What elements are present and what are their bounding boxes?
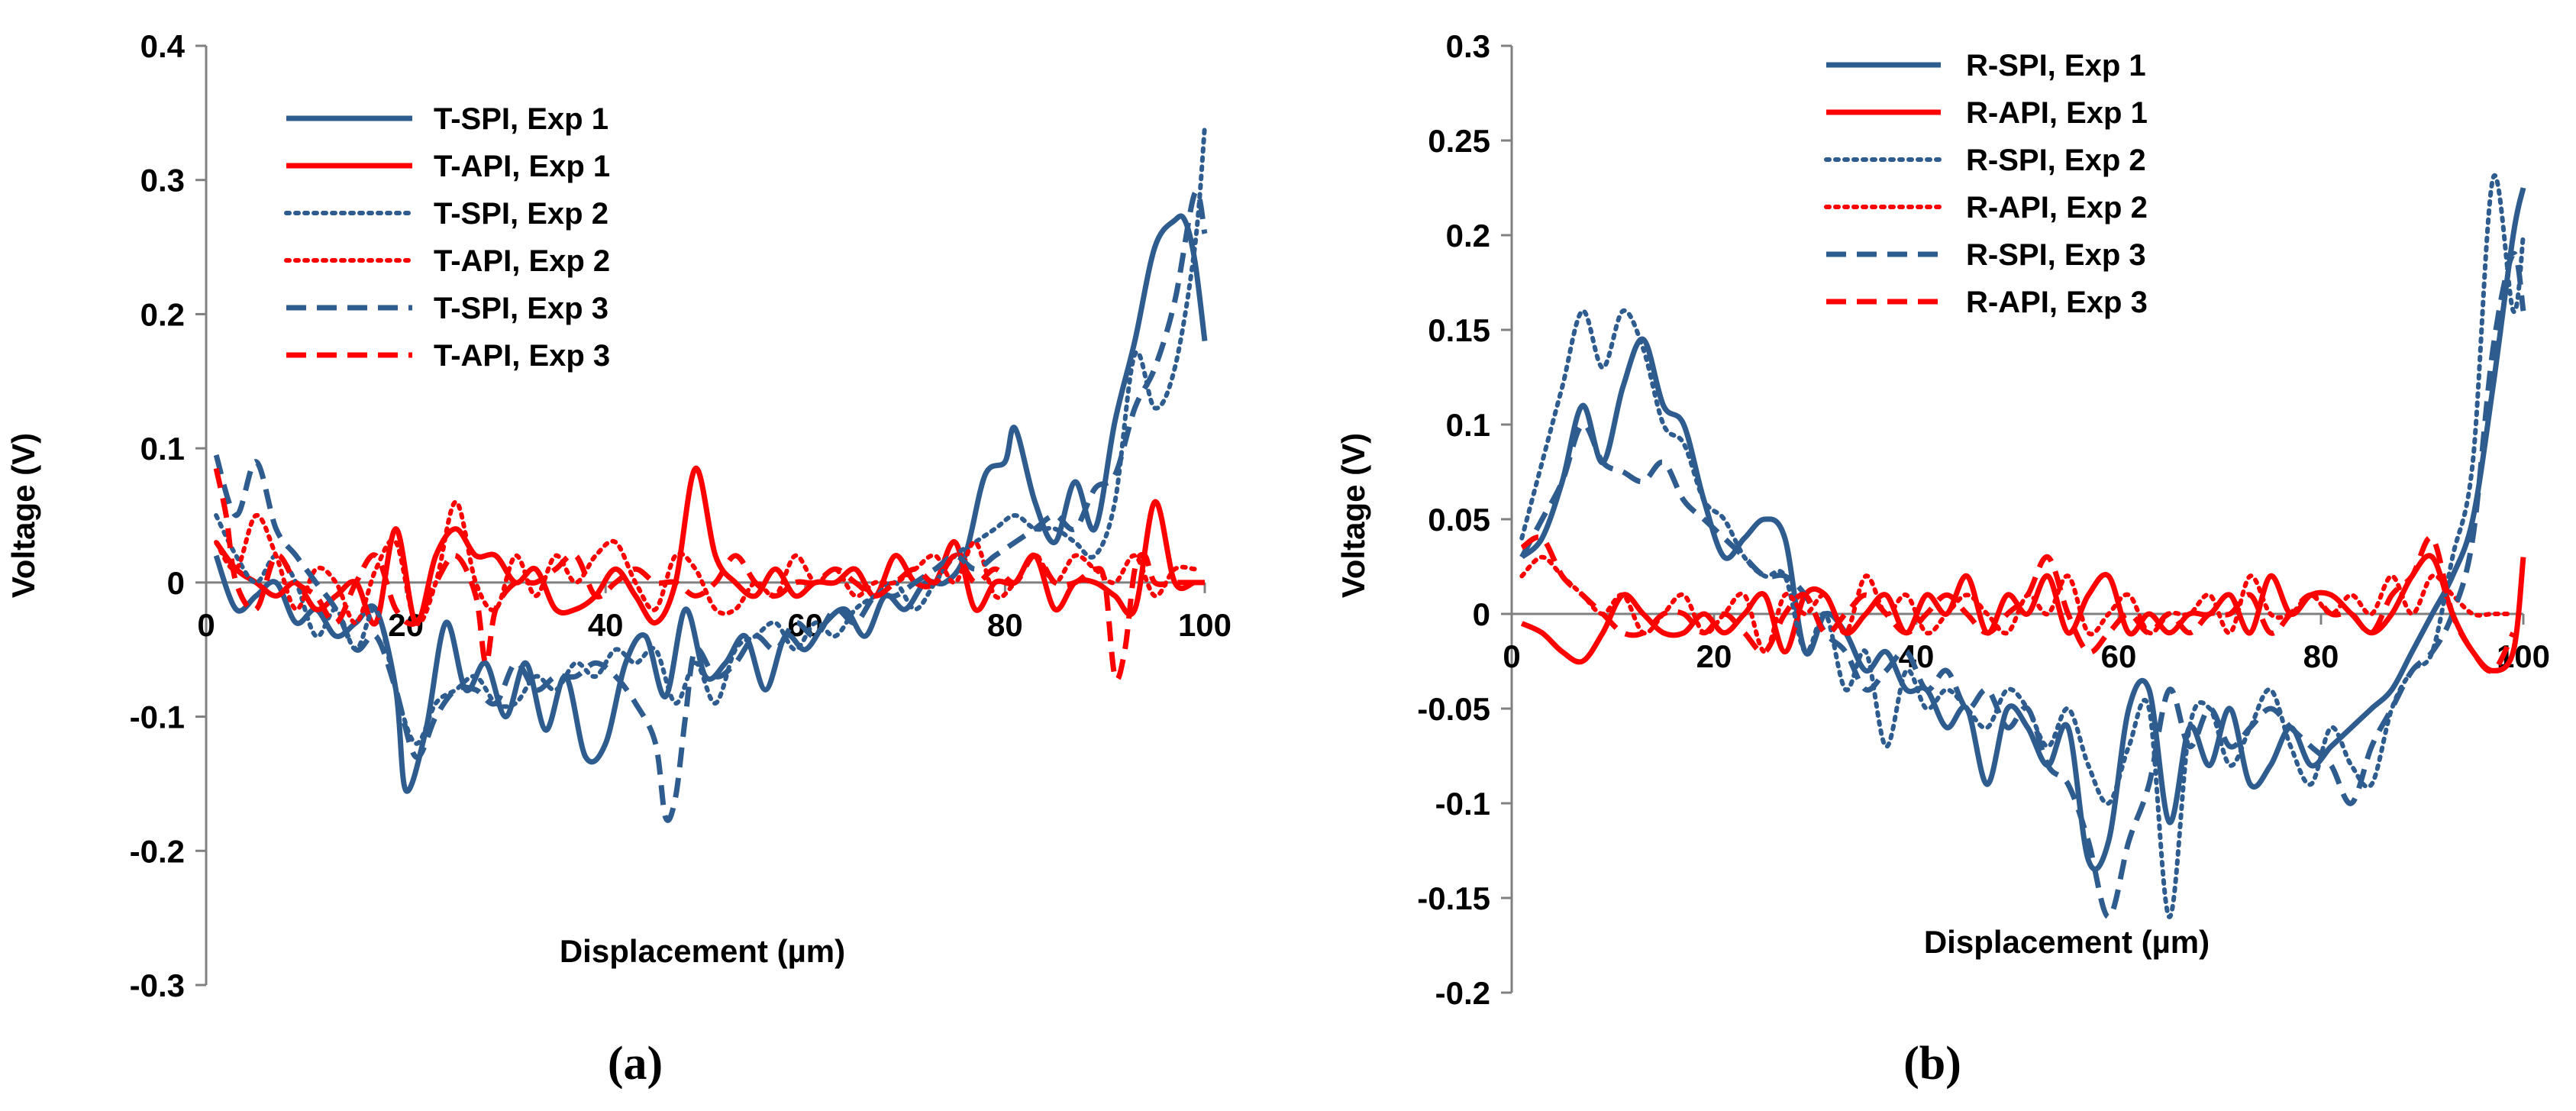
chart-a-y-tick-label: 0.4 xyxy=(140,28,186,64)
chart-b-series-r-spi-exp-3 xyxy=(1519,251,2526,920)
chart-a-y-tick-label: 0 xyxy=(167,565,185,601)
chart-b-caption: (b) xyxy=(1903,1038,1961,1090)
chart-a-legend-label: T-SPI, Exp 2 xyxy=(434,197,608,231)
chart-a-x-axis-title: Displacement (µm) xyxy=(560,933,845,969)
chart-a-caption: (a) xyxy=(607,1038,663,1090)
chart-a-x-tick-label: 100 xyxy=(1178,607,1232,643)
chart-b-y-tick-label: 0.15 xyxy=(1428,312,1490,348)
chart-a-y-tick-label: 0.2 xyxy=(140,296,185,332)
chart-b-y-axis-title: Voltage (V) xyxy=(1335,433,1371,598)
chart-b-x-tick-label: 20 xyxy=(1696,638,1732,674)
chart-b-y-tick-label: -0.1 xyxy=(1435,786,1490,822)
chart-b-x-tick-label: 60 xyxy=(2101,638,2137,674)
chart-a-y-tick-label: -0.1 xyxy=(130,699,185,735)
chart-a-legend-label: T-SPI, Exp 3 xyxy=(434,292,608,325)
chart-b-y-tick-label: -0.2 xyxy=(1435,975,1490,1011)
chart-b-y-tick-label: 0.05 xyxy=(1428,502,1490,538)
chart-b-y-tick-label: 0.1 xyxy=(1446,407,1490,443)
chart-a-y-tick-label: 0.1 xyxy=(140,431,185,467)
chart-b-y-tick-label: 0.2 xyxy=(1446,218,1490,254)
chart-b-series-r-api-exp-2 xyxy=(1519,554,2516,654)
chart-a-x-tick-label: 40 xyxy=(588,607,624,643)
chart-b-series-r-api-exp-3 xyxy=(1520,534,2516,674)
chart-panel-b: -0.2 -0.15 -0.1 -0.05 0 0.05 0.1 0.15 0.2 0.25 0.3… xyxy=(1288,0,2576,1111)
chart-a-x-tick-label: 80 xyxy=(987,607,1023,643)
chart-a-y-tick-label: -0.3 xyxy=(130,967,185,1003)
chart-b-legend-label: R-API, Exp 2 xyxy=(1966,191,2148,224)
chart-a-legend-label: T-API, Exp 2 xyxy=(434,244,610,278)
chart-b-y-tick-label: -0.15 xyxy=(1417,880,1490,916)
chart-b-legend-label: R-SPI, Exp 1 xyxy=(1966,49,2146,82)
chart-b-legend-label: R-API, Exp 1 xyxy=(1966,96,2148,130)
chart-a-series-t-spi-exp-3 xyxy=(213,189,1208,823)
chart-a-y-tick-label: 0.3 xyxy=(140,163,185,199)
chart-b-series-r-api-exp-1 xyxy=(1520,553,2526,673)
chart-b-series-r-spi-exp-2 xyxy=(1519,173,2526,919)
chart-a-legend-label: T-API, Exp 1 xyxy=(434,150,610,183)
chart-b-y-tick-label: 0.25 xyxy=(1428,123,1490,159)
chart-a-series-t-api-exp-3 xyxy=(213,467,1195,683)
chart-a-svg: -0.3-0.2-0.100.10.20.30.40 20 40 60 80 100T-S… xyxy=(5,28,1232,1003)
chart-b-x-axis-title: Displacement (µm) xyxy=(1924,924,2210,960)
chart-b-legend-label: R-SPI, Exp 3 xyxy=(1966,238,2146,272)
chart-panel-a: -0.3 -0.2 -0.1 0 0.1 0.2 0.3 0.4 0 20 40 60 80 100 T-S… xyxy=(5,28,1232,1090)
chart-a-y-tick-label: -0.2 xyxy=(130,833,185,869)
chart-a-series-t-spi-exp-1 xyxy=(213,213,1208,794)
chart-b-svg: -0.2 -0.15 -0.1 -0.05 0 0.05 0.1 0.15 0.2 0.25 0.3… xyxy=(1335,28,2550,1011)
chart-b-legend-label: R-API, Exp 3 xyxy=(1966,286,2148,319)
chart-a-y-axis-title: Voltage (V) xyxy=(5,433,41,598)
chart-a-legend-label: T-SPI, Exp 1 xyxy=(434,102,608,136)
chart-b-y-tick-label: 0.3 xyxy=(1446,28,1490,64)
chart-a-series-t-api-exp-1 xyxy=(214,465,1205,627)
chart-b-x-tick-label: 80 xyxy=(2303,638,2339,674)
chart-a-series-t-spi-exp-2 xyxy=(214,124,1207,746)
chart-a-x-tick-label: 0 xyxy=(197,607,215,643)
chart-b-x-tick-label: 0 xyxy=(1503,638,1520,674)
chart-b-y-tick-label: -0.05 xyxy=(1417,691,1490,727)
chart-b-y-tick-label: 0 xyxy=(1473,596,1490,632)
chart-a-legend-label: T-API, Exp 3 xyxy=(434,339,610,373)
chart-b-legend-label: R-SPI, Exp 2 xyxy=(1966,144,2146,177)
chart-a-series-t-api-exp-2 xyxy=(214,499,1197,626)
